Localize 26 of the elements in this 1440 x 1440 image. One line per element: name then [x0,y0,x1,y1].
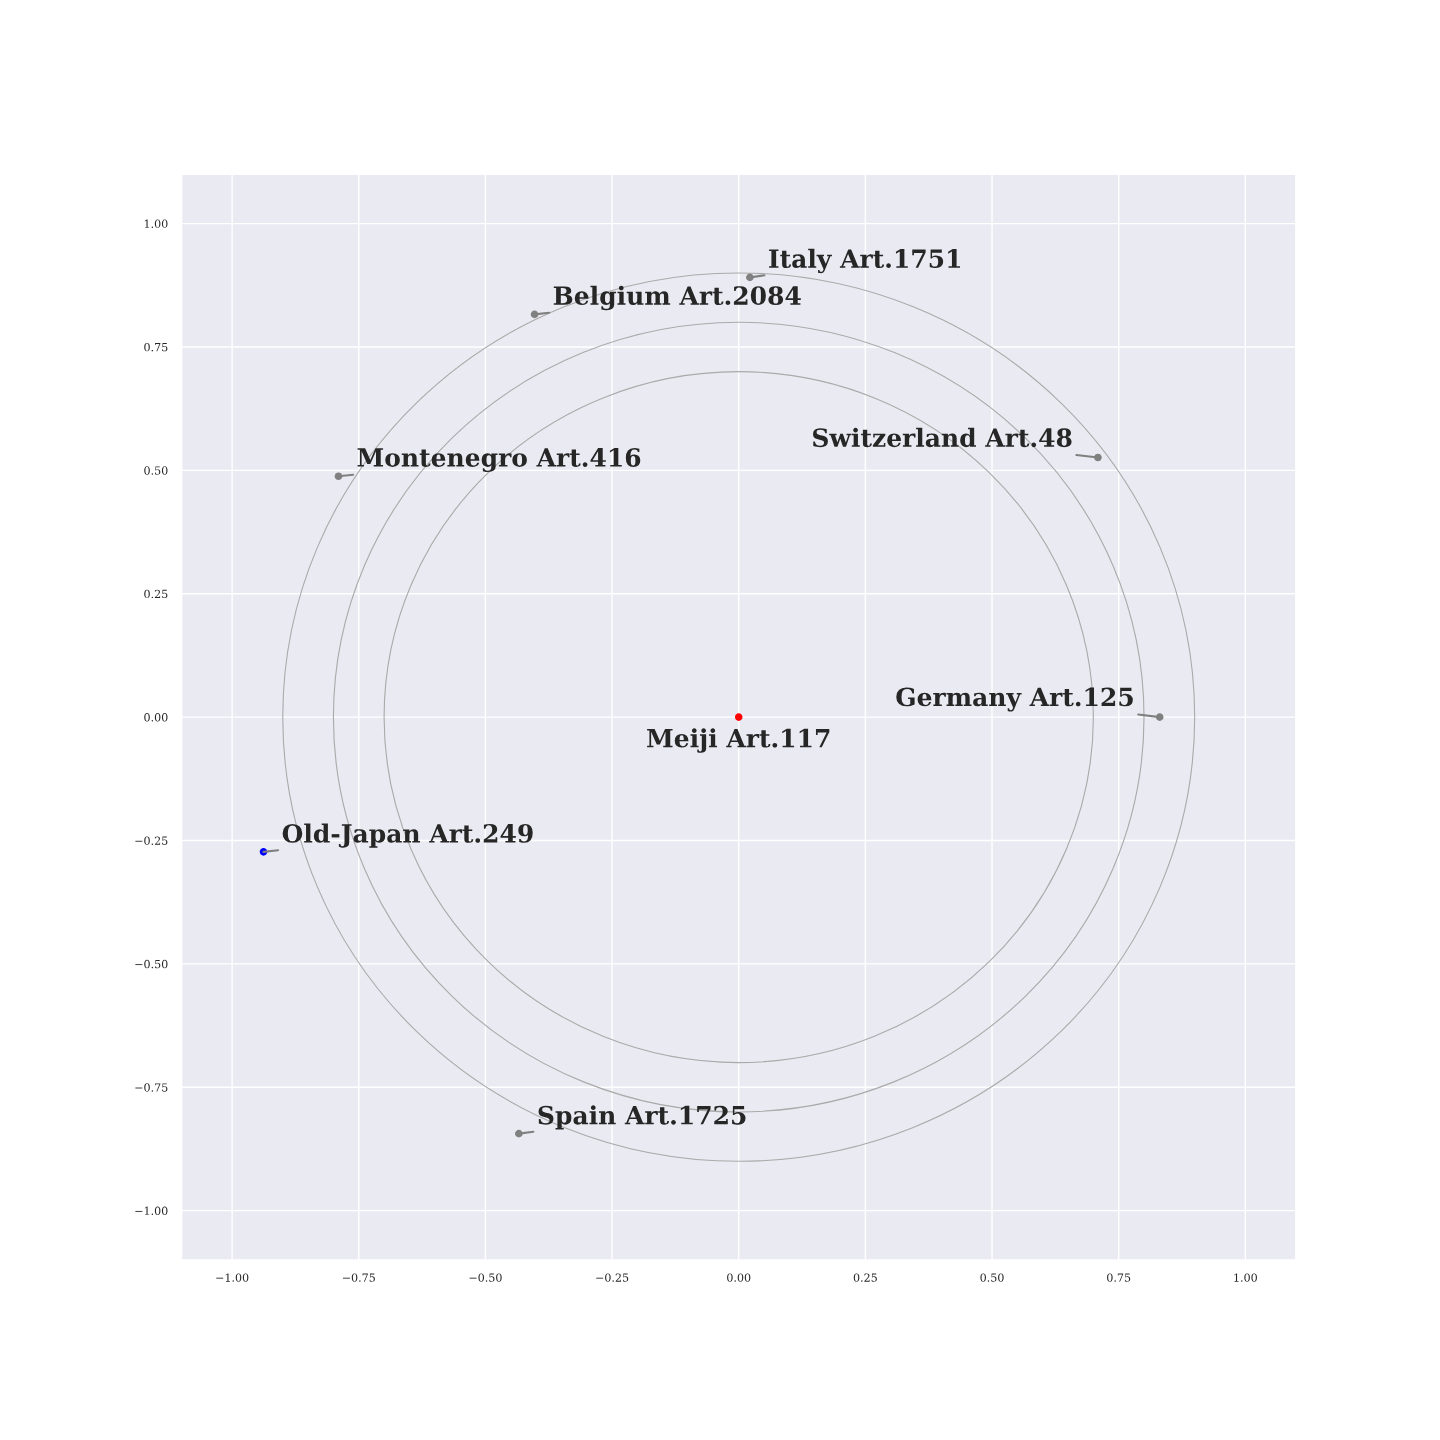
annotation: Belgium Art.2084 [553,285,801,311]
annotation: Italy Art.1751 [769,248,960,274]
y-tick-label: −0.50 [135,959,168,969]
annotation: Spain Art.1725 [538,1105,746,1130]
annotation: Montenegro Art.416 [357,448,641,473]
x-tick-label: 0.00 [727,1273,751,1282]
y-tick-label: −1.00 [135,1206,168,1216]
y-tick-label: −0.75 [135,1083,168,1092]
y-tick-label: −0.25 [135,836,168,845]
x-tick-label: −0.75 [342,1273,375,1282]
x-tick-label: 0.25 [853,1273,877,1282]
annotation: Meiji Art.117 [647,728,830,753]
x-tick-label: −1.00 [216,1273,249,1282]
x-tick-label: −0.50 [469,1273,502,1282]
y-tick-label: 0.00 [144,713,168,722]
x-tick-label: −0.25 [596,1273,629,1282]
y-tick-label: 0.50 [144,466,168,475]
x-tick-label: 0.75 [1107,1273,1131,1282]
x-tick-label: 1.00 [1234,1273,1257,1282]
y-tick-label: 0.75 [144,342,168,352]
x-tick-label: 0.50 [980,1273,1004,1282]
y-tick-label: 1.00 [144,219,168,228]
annotation: Germany Art.125 [896,687,1133,712]
y-tick-label: 0.25 [144,589,168,599]
annotation: Switzerland Art.48 [813,427,1072,448]
annotation: Old-Japan Art.249 [282,823,533,848]
